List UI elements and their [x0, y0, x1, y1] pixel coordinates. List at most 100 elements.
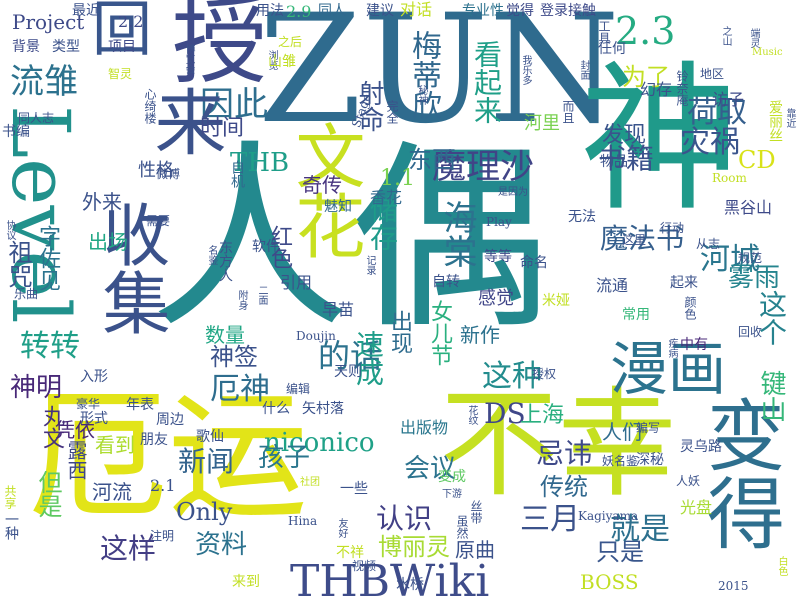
- word: 女儿节: [427, 300, 452, 366]
- word: 时间: [200, 116, 245, 141]
- word: THBWiki: [290, 556, 490, 600]
- word: 软件: [252, 239, 280, 255]
- word: 爱丽丝: [767, 100, 783, 142]
- word: 封面: [578, 60, 589, 80]
- word: 不幸: [440, 375, 677, 513]
- word: 对话: [400, 0, 433, 19]
- word: 魔理沙: [432, 147, 534, 187]
- word: 访子: [712, 90, 745, 109]
- word: 感觉: [478, 288, 514, 309]
- word: 灾祸: [680, 125, 740, 160]
- word: 祖咒: [4, 240, 32, 288]
- word: 行动: [660, 221, 685, 235]
- word: 新闻: [178, 445, 235, 478]
- word: 背景: [12, 39, 40, 55]
- word: 光盘: [680, 498, 713, 517]
- word: 性格: [138, 160, 174, 181]
- word: 这样: [100, 532, 157, 565]
- word: DS: [484, 397, 526, 430]
- word: 荷取: [687, 95, 747, 130]
- word: 下游: [442, 489, 462, 500]
- word: 入形: [80, 369, 108, 385]
- word: 博览会: [183, 44, 194, 74]
- word: 储存: [366, 195, 399, 251]
- word: 需要: [146, 214, 171, 228]
- word: 什么: [262, 401, 290, 417]
- word: 虽然: [455, 515, 469, 539]
- word: 豪华: [76, 397, 101, 411]
- word: 射命: [354, 80, 384, 132]
- word: 自转: [432, 274, 460, 290]
- word: 共享: [3, 485, 17, 509]
- word: 河城: [700, 242, 760, 277]
- word: 常用: [622, 307, 650, 323]
- word: 从志: [696, 237, 721, 251]
- word: 颜色: [683, 296, 697, 320]
- word: 心绮楼: [143, 88, 157, 124]
- word: Project: [12, 10, 85, 34]
- word: 来到: [232, 574, 260, 590]
- word: 物品: [600, 154, 628, 170]
- word: 三月: [520, 502, 580, 537]
- word: 书籍: [598, 142, 655, 175]
- word: 秘神: [416, 85, 427, 105]
- word: 之山: [720, 26, 731, 46]
- word: 就是: [610, 512, 670, 547]
- word: 因此: [200, 85, 268, 125]
- word: 记录: [364, 255, 375, 275]
- word: 一些: [340, 481, 368, 497]
- word: 周边: [156, 412, 184, 428]
- word: 梅蒂欣: [406, 30, 441, 120]
- word: 协议: [4, 220, 15, 240]
- word: 视频: [352, 559, 377, 573]
- word: 河里: [524, 113, 560, 134]
- word: 神签: [210, 343, 258, 371]
- word: 回: [92, 0, 152, 65]
- word: 朋友: [140, 432, 168, 448]
- word: 红色: [267, 225, 292, 269]
- word: 神: [580, 46, 741, 233]
- word: 数量: [205, 323, 245, 347]
- word: 文花: [284, 120, 366, 260]
- word: 水桥: [396, 577, 424, 593]
- word: 为了: [622, 63, 670, 91]
- word: 注明: [150, 529, 175, 543]
- word: 工具: [597, 20, 611, 44]
- word: 厄神: [210, 372, 270, 407]
- word: Only: [176, 498, 233, 526]
- word: 幻存: [640, 80, 673, 99]
- word: 香花: [370, 188, 403, 207]
- word: 用法: [256, 3, 284, 19]
- word: 2.2: [118, 12, 144, 31]
- word: 登录: [540, 3, 568, 19]
- word: 发现: [602, 123, 647, 148]
- word: 看起来: [470, 40, 503, 124]
- word: 编写: [636, 421, 661, 435]
- word: 书编: [2, 124, 30, 140]
- word: 孩子: [258, 443, 311, 473]
- word: 白色: [776, 556, 787, 576]
- word: 黑谷山: [724, 198, 773, 217]
- word: 矢村落: [302, 401, 344, 417]
- word: 引用: [280, 273, 313, 292]
- word: 神明: [10, 373, 63, 403]
- word: 露西: [64, 440, 88, 480]
- word: 同人: [318, 3, 346, 19]
- word: 传统: [540, 473, 588, 501]
- word: 2015: [718, 579, 749, 593]
- word: 而且: [561, 100, 575, 124]
- word: 建议: [366, 3, 394, 19]
- word: 最近: [72, 3, 100, 19]
- word: 2.1: [150, 476, 176, 495]
- word: 认识: [376, 502, 433, 535]
- word: Level: [0, 105, 87, 324]
- word: 看到: [95, 433, 135, 457]
- word: 米娅: [542, 293, 570, 309]
- word: Music: [752, 47, 783, 58]
- word: 转转: [20, 329, 80, 364]
- word: 新作: [460, 323, 500, 347]
- word: 会议: [404, 454, 457, 484]
- word: 觉得: [506, 3, 534, 19]
- word: 出场: [88, 230, 128, 254]
- word: 来: [142, 85, 226, 157]
